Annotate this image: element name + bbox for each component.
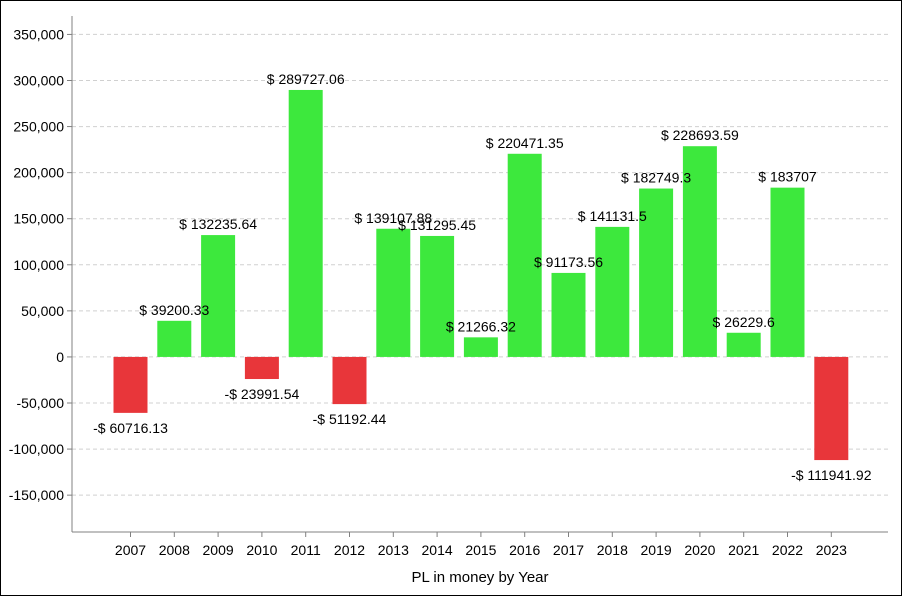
- x-tick-label: 2015: [465, 542, 496, 558]
- y-tick-label: 150,000: [13, 211, 64, 227]
- y-tick-label: 50,000: [21, 303, 64, 319]
- data-label-2015: $ 21266.32: [446, 318, 516, 334]
- x-tick-label: 2023: [816, 542, 847, 558]
- bar-2009: [201, 235, 236, 357]
- y-tick-label: 0: [56, 349, 64, 365]
- x-tick-label: 2007: [115, 542, 146, 558]
- data-label-2022: $ 183707: [758, 169, 817, 185]
- bar-2007: [113, 356, 148, 413]
- bar-2016: [507, 153, 542, 357]
- x-tick-label: 2013: [378, 542, 409, 558]
- x-tick-label: 2008: [159, 542, 190, 558]
- data-label-2016: $ 220471.35: [486, 135, 564, 151]
- y-tick-label: 350,000: [13, 26, 64, 42]
- y-tick-label: 300,000: [13, 73, 64, 89]
- y-tick-label: -50,000: [17, 395, 65, 411]
- data-labels: -$ 60716.13 $ 39200.33 $ 132235.64 -$ 23991…: [93, 71, 872, 483]
- data-label-2014: $ 131295.45: [398, 217, 476, 233]
- x-tick-label: 2010: [246, 542, 277, 558]
- bar-2011: [288, 89, 323, 357]
- y-tick-label: 200,000: [13, 165, 64, 181]
- bar-2012: [332, 356, 367, 405]
- data-label-2021: $ 26229.6: [713, 314, 775, 330]
- axes: 350,000 300,000 250,000 200,000 150,000 100,0…: [9, 16, 888, 558]
- x-tick-label: 2019: [641, 542, 672, 558]
- data-label-2011: $ 289727.06: [267, 71, 345, 87]
- data-label-2019: $ 182749.3: [621, 170, 691, 186]
- data-label-2020: $ 228693.59: [661, 127, 739, 143]
- data-label-2007: -$ 60716.13: [93, 420, 168, 436]
- x-tick-label: 2014: [422, 542, 453, 558]
- bar-2019: [639, 188, 674, 357]
- bars: [113, 89, 849, 461]
- x-tick-label: 2022: [772, 542, 803, 558]
- bar-2021: [726, 332, 761, 357]
- data-label-2013: $ 139107.88: [354, 210, 432, 226]
- x-tick-label: 2020: [684, 542, 715, 558]
- bar-2017: [551, 272, 586, 357]
- y-tick-label: 100,000: [13, 257, 64, 273]
- x-tick-label: 2018: [597, 542, 628, 558]
- bar-2022: [770, 187, 805, 357]
- bar-2013: [376, 228, 411, 357]
- data-label-2012: -$ 51192.44: [313, 411, 387, 427]
- x-tick-label: 2017: [553, 542, 584, 558]
- x-tick-label: 2011: [291, 542, 321, 558]
- x-tick-label: 2012: [334, 542, 365, 558]
- bar-2010: [244, 356, 279, 380]
- bar-2014: [420, 235, 455, 357]
- bar-2008: [157, 320, 192, 357]
- gridlines: [72, 33, 888, 496]
- data-label-2023: -$ 111941.92: [791, 467, 872, 483]
- bar-2015: [463, 337, 498, 357]
- y-tick-label: -150,000: [9, 487, 64, 503]
- data-label-2018: $ 141131.5: [578, 208, 647, 224]
- data-label-2008: $ 39200.33: [139, 302, 209, 318]
- bar-2018: [595, 226, 630, 357]
- x-tick-label: 2009: [203, 542, 234, 558]
- data-label-2017: $ 91173.56: [534, 254, 603, 270]
- bar-2023: [814, 356, 849, 461]
- x-tick-label: 2021: [728, 542, 759, 558]
- y-tick-label: 250,000: [13, 119, 64, 135]
- bar-2020: [682, 146, 717, 357]
- x-tick-label: 2016: [509, 542, 540, 558]
- data-label-2009: $ 132235.64: [179, 216, 257, 232]
- data-label-2010: -$ 23991.54: [225, 386, 300, 402]
- y-tick-label: -100,000: [9, 441, 64, 457]
- x-axis-title: PL in money by Year: [411, 569, 548, 586]
